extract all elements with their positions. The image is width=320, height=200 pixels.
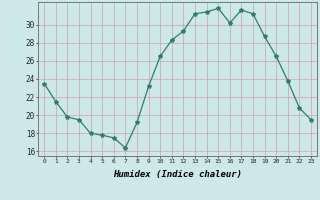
X-axis label: Humidex (Indice chaleur): Humidex (Indice chaleur) bbox=[113, 170, 242, 179]
